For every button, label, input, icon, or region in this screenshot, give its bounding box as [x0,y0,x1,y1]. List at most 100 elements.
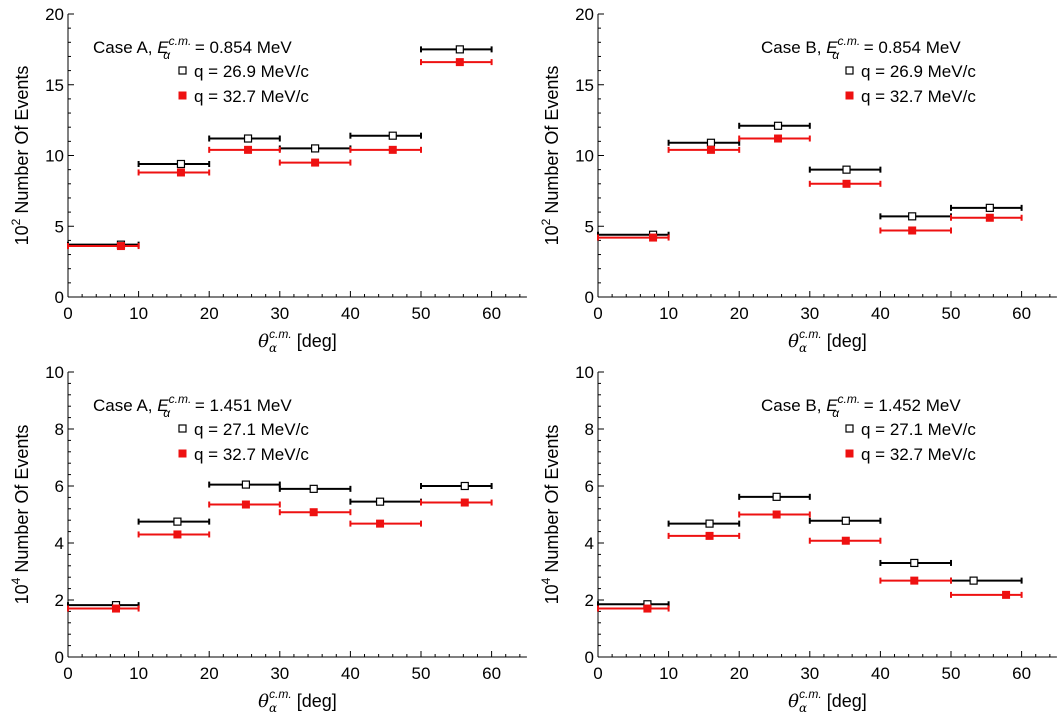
legend-energy-value: = 1.451 MeV [190,396,292,415]
data-point-filled-square [241,500,250,509]
x-axis-label-sup: c.m. [269,327,292,341]
legend-title: Case A, Ec.m. α = 0.854 MeV [93,34,292,62]
data-point-filled-square [116,242,125,251]
series-filled-squares [67,498,493,613]
x-axis-label: θαc.m. [deg] [788,687,867,715]
data-point-filled-square [643,604,652,613]
legend-energy-sup: c.m. [169,392,192,406]
x-axis-label-sub: α [269,341,277,355]
data-point-filled-square [1002,590,1011,599]
y-tick-label: 8 [55,420,64,439]
x-axis-label-unit: [deg] [822,691,867,711]
y-tick-label: 15 [575,76,594,95]
x-tick-label: 60 [482,304,501,323]
x-tick-label: 30 [800,304,819,323]
legend-title: Case B, Ec.m. α = 0.854 MeV [761,34,961,62]
legend-entry-label: q = 26.9 MeV/c [861,62,976,81]
data-point-open-square [910,558,919,568]
x-tick-label: 60 [1012,304,1031,323]
legend-marker-open-square [845,424,854,433]
legend-energy-symbol: E [826,396,838,415]
legend-energy-value: = 1.452 MeV [859,396,961,415]
data-point-open-square [375,497,385,506]
legend-case-label: Case A, [93,396,157,415]
series-filled-squares [67,58,493,251]
y-tick-label: 6 [55,477,64,496]
x-tick-label: 10 [129,664,148,683]
data-point-filled-square [376,519,385,528]
legend-energy-sub: α [163,406,171,420]
y-tick-label: 0 [585,648,594,667]
x-axis-label-symbol: θ [788,691,799,712]
data-point-open-square [706,138,716,147]
y-axis-label: 102 Number Of Events [539,66,562,246]
y-tick-label: 2 [585,591,594,610]
x-axis-label-symbol: θ [258,691,269,712]
y-tick-label: 20 [45,5,64,24]
x-tick-label: 20 [200,304,219,323]
series-open-squares [597,121,1023,239]
legend-case-label: Case B, [761,38,826,57]
x-tick-label: 0 [63,664,72,683]
x-tick-label: 40 [871,664,890,683]
y-tick-label: 10 [575,147,594,166]
legend-energy-symbol: E [157,396,169,415]
legend-energy-sup: c.m. [838,392,861,406]
series-filled-squares [597,510,1023,613]
x-axis-label: θαc.m. [deg] [258,327,337,355]
data-point-open-square [455,45,464,54]
y-tick-label: 4 [585,534,594,553]
x-tick-label: 0 [63,304,72,323]
data-point-open-square [773,121,783,130]
data-point-open-square [241,480,251,489]
x-tick-label: 50 [412,304,431,323]
legend-entry-label: q = 32.7 MeV/c [194,87,309,106]
y-axis-label: 104 Number Of Events [9,425,32,605]
legend-energy-sup: c.m. [169,34,192,48]
x-tick-label: 50 [942,304,961,323]
x-tick-label: 40 [341,304,360,323]
data-point-open-square [173,517,182,526]
data-point-filled-square [910,576,919,585]
x-tick-label: 60 [1012,664,1031,683]
x-axis-label-sub: α [799,341,807,355]
data-point-open-square [460,481,469,491]
legend-energy-sup: c.m. [838,34,861,48]
legend-marker-filled-square [178,449,187,458]
y-tick-label: 0 [55,648,64,667]
y-axis-label-base: 10 [542,225,562,245]
x-axis-label-sup: c.m. [799,327,822,341]
y-tick-label: 6 [585,477,594,496]
legend-marker-open-square [845,66,854,75]
data-point-open-square [842,165,851,174]
legend-marker-open-square [178,424,187,433]
x-tick-label: 20 [730,304,749,323]
data-point-filled-square [774,134,783,143]
data-point-open-square [908,212,917,221]
y-tick-label: 10 [45,363,64,382]
x-axis-label-unit: [deg] [292,691,337,711]
data-point-open-square [311,144,320,153]
x-tick-label: 10 [129,304,148,323]
data-point-open-square [309,484,318,493]
data-point-filled-square [112,604,121,613]
x-axis-label-symbol: θ [788,331,799,352]
x-axis-label-sub: α [269,701,277,715]
x-tick-label: 30 [270,664,289,683]
x-tick-label: 20 [730,664,749,683]
y-axis-label-exp: 2 [539,218,553,225]
legend-energy-sub: α [163,48,171,62]
series-open-squares [597,492,1023,609]
legend-case-label: Case B, [761,396,826,415]
y-tick-label: 5 [55,217,64,236]
data-point-open-square [841,516,850,525]
legend-title: Case A, Ec.m. α = 1.451 MeV [93,392,292,420]
y-tick-label: 15 [45,76,64,95]
data-point-filled-square [455,58,464,67]
y-axis-label-base: 10 [542,584,562,604]
data-point-open-square [388,131,397,140]
